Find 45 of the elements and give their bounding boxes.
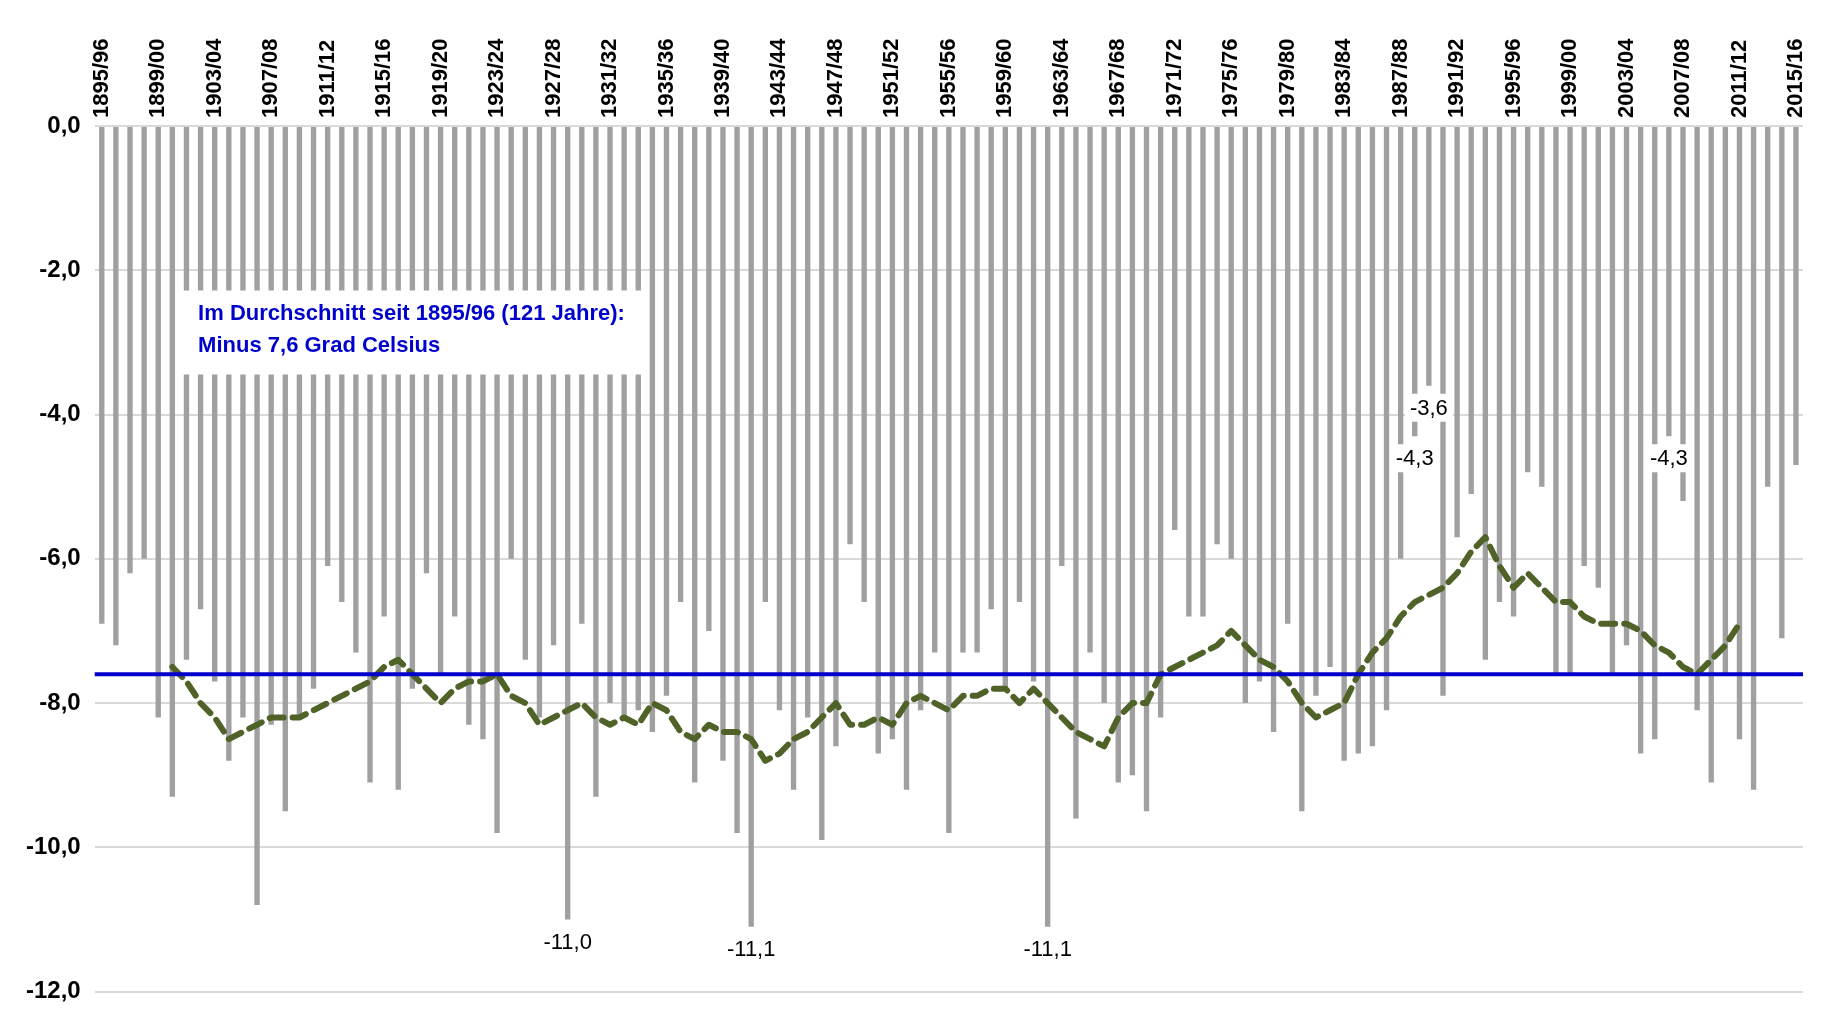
x-tick-label: 1911/12 bbox=[313, 39, 339, 118]
x-tick-label: 1903/04 bbox=[200, 37, 226, 118]
x-tick-label: 1955/56 bbox=[934, 38, 960, 118]
x-tick-label: 1995/96 bbox=[1499, 38, 1525, 118]
x-tick-label: 1931/32 bbox=[596, 38, 622, 118]
data-label: -11,0 bbox=[543, 928, 592, 954]
x-tick-label: 1979/80 bbox=[1273, 38, 1299, 118]
x-tick-label: 1999/00 bbox=[1556, 38, 1582, 118]
y-tick-label: 0,0 bbox=[47, 110, 81, 138]
x-tick-label: 1919/20 bbox=[426, 38, 452, 118]
x-tick-label: 1943/44 bbox=[765, 37, 791, 118]
x-tick-label: 1971/72 bbox=[1160, 38, 1186, 118]
y-tick-label: -8,0 bbox=[39, 687, 81, 715]
x-tick-label: 1907/08 bbox=[257, 38, 283, 118]
ref-line-label: Im Durchschnitt seit 1895/96 (121 Jahre): Minus 7,6 Grad Celsius bbox=[198, 299, 625, 357]
y-tick-label: -6,0 bbox=[39, 543, 81, 571]
y-tick-label: -10,0 bbox=[26, 831, 81, 859]
data-label: -3,6 bbox=[1409, 394, 1448, 420]
y-tick-label: -12,0 bbox=[26, 976, 81, 1004]
y-tick-label: -2,0 bbox=[39, 254, 81, 282]
x-tick-label: 1987/88 bbox=[1386, 38, 1412, 118]
x-tick-label: 1899/00 bbox=[144, 38, 170, 118]
x-tick-label: 1959/60 bbox=[991, 38, 1017, 118]
x-tick-label: 1939/40 bbox=[709, 38, 735, 118]
x-tick-label: 1975/76 bbox=[1217, 38, 1243, 118]
x-tick-label: 2007/08 bbox=[1669, 38, 1695, 118]
data-label: -11,1 bbox=[726, 935, 776, 961]
x-tick-label: 1923/24 bbox=[483, 37, 509, 118]
x-tick-label: 1991/92 bbox=[1443, 38, 1469, 118]
x-tick-label: 1947/48 bbox=[821, 38, 847, 118]
data-label: -4,3 bbox=[1395, 445, 1434, 471]
x-tick-label: 1895/96 bbox=[87, 38, 113, 118]
x-tick-label: 1983/84 bbox=[1330, 37, 1356, 118]
x-tick-label: 1967/68 bbox=[1104, 38, 1130, 118]
x-tick-label: 2015/16 bbox=[1782, 38, 1807, 118]
data-label: -11,1 bbox=[1023, 935, 1072, 961]
x-tick-label: 1963/64 bbox=[1047, 37, 1073, 118]
x-tick-label: 1935/36 bbox=[652, 38, 678, 118]
x-tick-label: 2003/04 bbox=[1612, 37, 1638, 118]
x-tick-label: 2011/12 bbox=[1725, 39, 1751, 118]
data-label: -4,3 bbox=[1649, 445, 1688, 471]
x-tick-label: 1927/28 bbox=[539, 38, 565, 118]
x-tick-label: 1915/16 bbox=[370, 38, 396, 118]
x-tick-label: 1951/52 bbox=[878, 38, 904, 118]
y-tick-label: -4,0 bbox=[39, 399, 81, 427]
